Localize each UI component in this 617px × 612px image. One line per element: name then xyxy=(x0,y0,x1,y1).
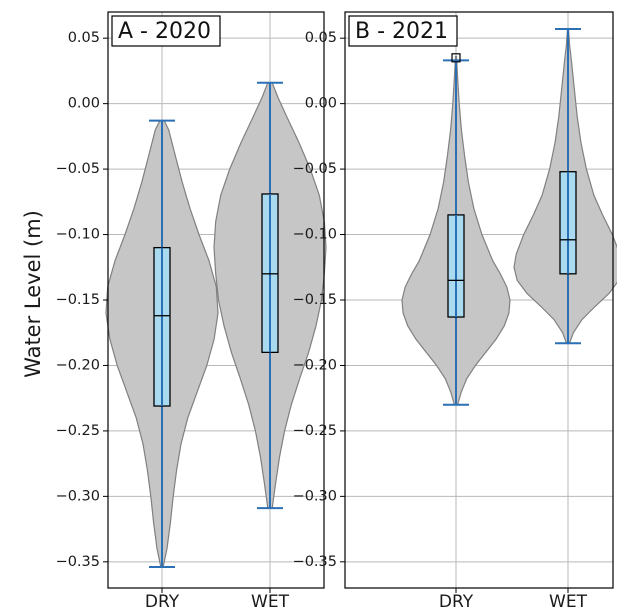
y-tick-label: 0.00 xyxy=(305,96,337,112)
y-tick-label: −0.10 xyxy=(56,227,100,243)
y-tick-label: 0.05 xyxy=(305,30,337,46)
y-tick-label: −0.35 xyxy=(56,554,100,570)
y-tick-label: −0.05 xyxy=(293,161,337,177)
y-tick-label: −0.25 xyxy=(56,423,100,439)
panel-title-box xyxy=(111,15,221,47)
panel-b: 0.05 0.00 −0.05 −0.10 −0.15 −0.20 −0.25 −0.30 −0… xyxy=(293,11,617,612)
y-tick-label: −0.10 xyxy=(293,227,337,243)
y-tick-label: −0.20 xyxy=(293,357,337,373)
y-tick-label: −0.20 xyxy=(56,357,100,373)
panel-title-text: B - 2021 xyxy=(355,19,448,44)
x-tick-label: WET xyxy=(549,592,588,612)
panel-title-text: A - 2020 xyxy=(118,19,211,44)
y-tick-label: −0.30 xyxy=(56,488,100,504)
outlier-marker xyxy=(451,53,461,63)
x-tick-label: DRY xyxy=(145,592,180,612)
y-tick-label: −0.30 xyxy=(293,488,337,504)
y-axis-label: Water Level (m) xyxy=(21,210,45,378)
y-tick-label: −0.15 xyxy=(56,292,100,308)
y-tick-label: −0.05 xyxy=(56,161,100,177)
x-tick-label: WET xyxy=(251,592,290,612)
y-tick-label: 0.00 xyxy=(68,96,100,112)
panel-title-box xyxy=(348,15,458,47)
y-tick-label: 0.05 xyxy=(68,30,100,46)
panel-a: 0.05 0.00 −0.05 −0.10 −0.15 −0.20 −0.25 −0.30 −0… xyxy=(56,11,327,612)
panel-title: A - 2020 xyxy=(111,15,221,47)
x-tick-label: DRY xyxy=(439,592,474,612)
y-tick-label: −0.15 xyxy=(293,292,337,308)
y-tick-label: −0.35 xyxy=(293,554,337,570)
panel-title: B - 2021 xyxy=(348,15,458,47)
y-tick-label: −0.25 xyxy=(293,423,337,439)
